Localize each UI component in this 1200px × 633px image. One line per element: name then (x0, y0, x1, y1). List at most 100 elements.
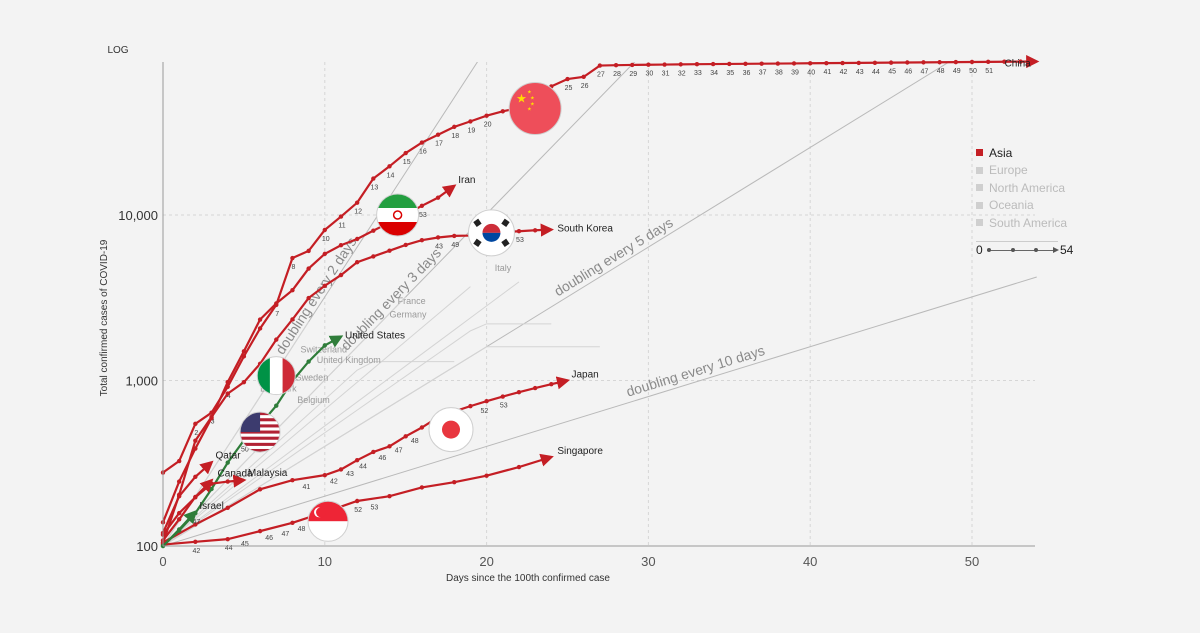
point-label: 41 (302, 484, 310, 491)
data-point (322, 227, 327, 233)
y-tick-label: 1,000 (125, 374, 158, 389)
point-label: 7 (275, 311, 279, 318)
series-line (162, 478, 214, 542)
data-point (484, 473, 489, 478)
data-point (985, 59, 991, 65)
point-label: 40 (807, 69, 815, 76)
point-label: 52 (354, 507, 362, 514)
point-label: 12 (354, 209, 362, 216)
data-point (290, 287, 295, 293)
data-point (371, 176, 376, 181)
japan-flag-icon (428, 407, 474, 453)
data-point (759, 61, 764, 66)
data-point (969, 59, 975, 65)
legend-item-europe[interactable]: Europe (976, 162, 1067, 180)
background-series-line (163, 346, 600, 547)
data-point (791, 61, 797, 66)
data-point (193, 421, 198, 427)
data-point (888, 60, 894, 65)
point-label: 26 (581, 83, 589, 90)
data-point (419, 140, 425, 145)
data-point (225, 460, 230, 465)
svg-text:★: ★ (530, 96, 535, 102)
data-point (597, 63, 603, 68)
data-point (468, 403, 473, 409)
point-label: 2 (194, 430, 198, 437)
data-point (306, 266, 311, 271)
point-label: 39 (791, 69, 799, 76)
svg-text:★: ★ (530, 102, 535, 108)
series-name-label: China (1005, 58, 1032, 69)
point-label: 48 (411, 438, 419, 445)
point-label: 43 (346, 471, 354, 478)
point-label: 44 (872, 69, 880, 76)
legend-label: Europe (989, 163, 1028, 178)
data-point (840, 60, 845, 66)
data-point (532, 228, 538, 233)
series-name-label: Singapore (557, 446, 603, 457)
legend-item-asia[interactable]: Asia (976, 144, 1067, 162)
x-tick-label: 50 (965, 554, 979, 569)
data-point (338, 467, 344, 472)
iran-flag-icon (376, 193, 420, 237)
data-point (193, 474, 198, 479)
data-point (565, 76, 570, 82)
data-point (354, 457, 360, 463)
point-label: 46 (379, 455, 387, 462)
grid (163, 62, 1035, 546)
series-name-label: Qatar (216, 450, 242, 461)
data-point (257, 326, 263, 331)
china-flag-icon: ★ ★★★★ (508, 82, 562, 136)
point-label: 46 (265, 535, 273, 542)
data-point (516, 229, 522, 234)
point-label: 28 (613, 71, 621, 78)
point-label: 19 (468, 127, 476, 134)
data-point (468, 119, 473, 124)
legend-swatch (976, 166, 983, 174)
data-point (257, 487, 263, 492)
svg-text:★: ★ (516, 92, 527, 106)
flag-markers: ★ ★★★★ (239, 82, 562, 542)
data-point (678, 62, 683, 67)
slider-handle[interactable] (987, 248, 991, 252)
legend-label: Asia (989, 145, 1013, 160)
point-label: 49 (953, 68, 961, 75)
data-point (710, 61, 716, 67)
data-point (306, 359, 311, 364)
scale-label: LOG (107, 45, 128, 56)
point-label: 42 (840, 69, 848, 76)
legend-item-oceania[interactable]: Oceania (976, 197, 1067, 215)
data-point (354, 200, 360, 205)
background-series-line (163, 286, 471, 547)
data-point (694, 62, 700, 67)
point-label: 44 (359, 464, 367, 471)
series-name-label: Iran (458, 175, 475, 186)
legend-label: South America (989, 215, 1068, 230)
point-label: 43 (435, 243, 443, 250)
point-label: 8 (291, 264, 295, 271)
italy-flag-icon (256, 356, 296, 396)
data-point (484, 113, 489, 118)
legend-item-south-america[interactable]: South America (976, 214, 1067, 232)
x-tick-label: 0 (159, 554, 166, 569)
legend-swatch (976, 149, 983, 157)
point-label: 13 (370, 185, 378, 192)
day-range-slider[interactable]: 0 54 (976, 243, 1086, 259)
data-point (225, 505, 230, 511)
data-point (581, 74, 586, 80)
data-point (613, 62, 619, 68)
data-point (257, 528, 263, 534)
y-axis-title: Total confirmed cases of COVID-19 (99, 239, 110, 396)
point-label: 11 (338, 223, 345, 230)
data-point (921, 60, 926, 65)
point-label: 33 (694, 70, 702, 77)
slider-tick (1011, 248, 1015, 252)
data-point (274, 301, 279, 306)
data-point (419, 238, 425, 243)
data-point (322, 472, 327, 478)
point-label: 52 (480, 408, 488, 415)
data-point (306, 248, 311, 254)
data-point (452, 233, 457, 239)
legend-item-north-america[interactable]: North America (976, 179, 1067, 197)
